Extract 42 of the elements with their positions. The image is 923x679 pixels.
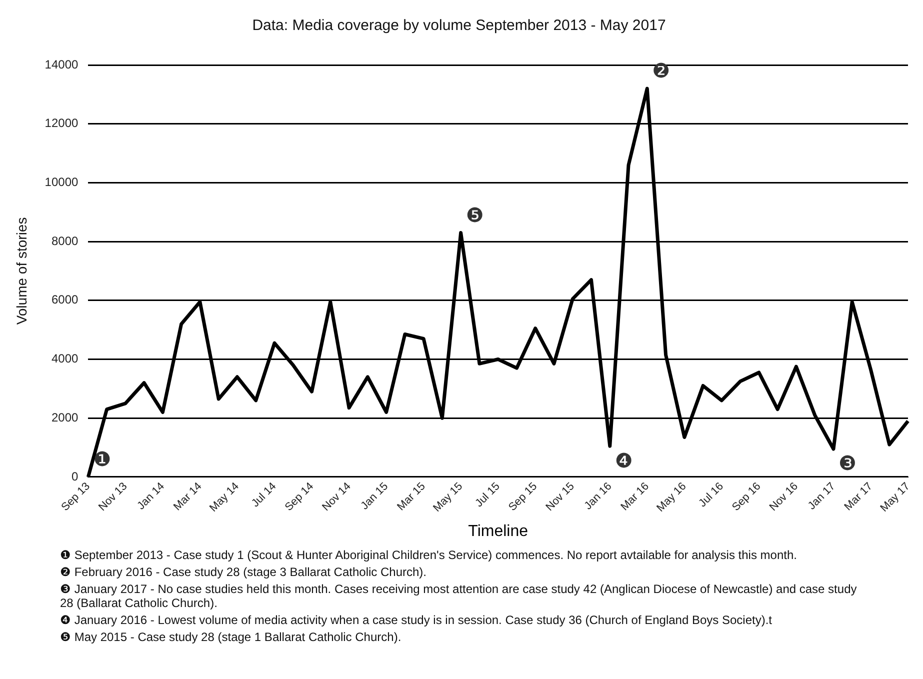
x-tick-label: Mar 15 <box>395 480 428 514</box>
y-tick-label: 8000 <box>51 234 78 248</box>
x-tick-label: Mar 16 <box>618 480 652 514</box>
text: ❶ September 2013 - Case study 1 (Scout & Hunter Aboriginal Children's Service) commences. No report avtailable for analysis this month. <box>60 548 798 562</box>
annotation: ❺ <box>466 202 484 227</box>
x-tick-label: May 17 <box>878 480 912 514</box>
x-tick-label: Nov 16 <box>767 480 800 514</box>
chart-title: Data: Media coverage by volume September 2013 - May 2017 <box>252 17 666 34</box>
x-tick-label: Mar 17 <box>842 480 875 514</box>
x-tick-label: Nov 15 <box>544 480 577 514</box>
annotation: ❹ <box>614 448 633 472</box>
text: ❹ January 2016 - Lowest volume of media activity when a case study is in session. Case study 36 (Church of England Boys Society).t <box>60 613 774 627</box>
x-tick-label: Jul 16 <box>696 480 726 510</box>
x-tick-label: Jul 14 <box>250 480 279 510</box>
annotation: ❶ <box>93 447 112 472</box>
y-tick-label: 2000 <box>51 410 78 424</box>
annotation: ❸ <box>838 451 856 476</box>
text: ❸ January 2017 - No case studies held this month. Cases receiving most attention are case study 42 (Anglican Diocese of Newcastle) and case study 28 (Ballarat Catholic Church). <box>60 582 858 610</box>
y-tick-label: 10000 <box>44 175 78 190</box>
y-tick-label: 14000 <box>44 57 78 72</box>
x-tick-label: Jul 15 <box>473 480 502 510</box>
x-tick-label: Sep 16 <box>730 480 764 514</box>
x-tick-label: May 16 <box>654 480 689 514</box>
x-tick-label: Sep 15 <box>506 480 540 514</box>
y-tick-label: 12000 <box>44 116 78 130</box>
x-tick-label: Sep 14 <box>282 480 316 514</box>
text: ❺ May 2015 - Case study 28 (stage 1 Ballarat Catholic Church). <box>60 630 402 644</box>
x-tick-label: Jan 14 <box>135 480 167 512</box>
y-tick-label: 4000 <box>51 352 78 366</box>
y-axis-title: Volume of stories <box>13 217 30 325</box>
x-tick-label: May 14 <box>208 480 242 514</box>
x-tick-label: Nov 14 <box>320 480 354 514</box>
x-tick-label: Jan 16 <box>582 480 614 512</box>
x-tick-label: May 15 <box>431 480 466 514</box>
x-axis-title: Timeline <box>468 522 528 540</box>
text: ❷ February 2016 - Case study 28 (stage 3 Ballarat Catholic Church). <box>60 565 428 579</box>
annotation: ❷ <box>652 58 670 83</box>
x-tick-label: Jan 17 <box>806 480 838 512</box>
x-tick-label: Mar 14 <box>172 480 204 514</box>
x-tick-label: Jan 15 <box>358 480 391 512</box>
y-tick-label: 6000 <box>51 292 78 307</box>
x-tick-label: Nov 13 <box>96 480 130 514</box>
